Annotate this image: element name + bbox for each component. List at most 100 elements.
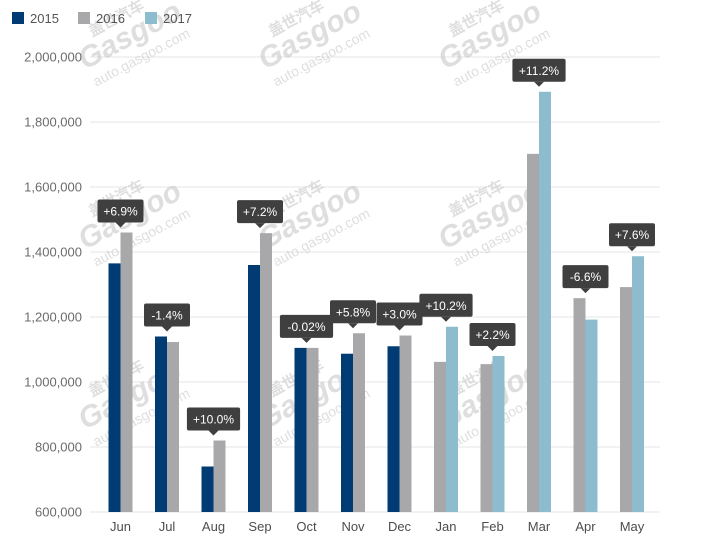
y-tick-label: 600,000 bbox=[35, 505, 82, 520]
bubble-box bbox=[562, 265, 609, 289]
legend-label-2017: 2017 bbox=[163, 11, 192, 26]
bubble-box bbox=[330, 300, 376, 324]
bar-2016-nov bbox=[353, 333, 365, 512]
x-tick-label: May bbox=[620, 519, 645, 534]
x-tick-label: Mar bbox=[528, 519, 551, 534]
bubble-box bbox=[376, 302, 423, 326]
y-tick-label: 1,400,000 bbox=[24, 245, 82, 260]
bar-2016-dec bbox=[399, 335, 412, 512]
change-annotations: +6.9% -1.4% +10.0% +7.2% -0.02% +5.8% +3.0% +10… bbox=[97, 58, 655, 436]
x-tick-label: Oct bbox=[296, 519, 317, 534]
bar-2015-jul bbox=[155, 336, 167, 512]
y-tick-label: 1,000,000 bbox=[24, 375, 82, 390]
bubble-pointer bbox=[487, 346, 498, 351]
bar-2016-jun bbox=[120, 232, 133, 512]
bubble-box bbox=[279, 314, 334, 338]
bar-2016-jul bbox=[167, 342, 179, 512]
change-bubble: +3.0% bbox=[376, 302, 423, 331]
x-tick-label: Sep bbox=[248, 519, 271, 534]
legend-swatch-2017 bbox=[145, 12, 157, 24]
change-bubble: +7.6% bbox=[609, 223, 655, 252]
x-tick-label: Apr bbox=[575, 519, 596, 534]
change-bubble: -1.4% bbox=[144, 303, 190, 332]
bar-2016-may bbox=[620, 287, 632, 512]
bubble-pointer bbox=[301, 337, 312, 343]
y-tick-label: 1,800,000 bbox=[24, 115, 82, 130]
bar-2017-apr bbox=[585, 319, 598, 512]
bubble-label: +7.6% bbox=[615, 228, 650, 242]
x-axis-ticks: Jun Jul Aug Sep Oct Nov Dec Jan Feb Mar Apr May bbox=[110, 519, 645, 534]
bubble-pointer bbox=[115, 222, 126, 228]
bar-2016-mar bbox=[527, 153, 539, 512]
bar-2016-oct bbox=[306, 347, 319, 512]
bar-2015-dec bbox=[387, 346, 400, 512]
bubble-pointer bbox=[255, 223, 265, 229]
y-tick-label: 2,000,000 bbox=[24, 50, 82, 65]
bar-2017-jan bbox=[446, 326, 458, 512]
bubble-pointer bbox=[208, 430, 219, 436]
bar-2017-may bbox=[632, 256, 644, 512]
bubble-box bbox=[609, 223, 655, 247]
change-bubble: -0.02% bbox=[279, 314, 334, 343]
bubble-label: +7.2% bbox=[243, 205, 278, 219]
x-tick-label: Nov bbox=[341, 519, 365, 534]
bubble-label: +3.0% bbox=[382, 308, 417, 322]
bubble-label: -6.6% bbox=[570, 270, 602, 284]
bars bbox=[108, 91, 644, 513]
bar-2015-jun bbox=[108, 263, 121, 512]
change-bubble: -6.6% bbox=[562, 265, 609, 294]
bubble-pointer bbox=[441, 316, 451, 322]
bubble-label: +10.0% bbox=[193, 413, 234, 427]
y-axis-ticks: 600,000 800,000 1,000,000 1,200,000 1,400,00… bbox=[24, 50, 82, 520]
change-bubble: +7.2% bbox=[237, 200, 283, 229]
bubble-label: +6.9% bbox=[103, 205, 138, 219]
bubble-pointer bbox=[348, 323, 358, 329]
legend-label-2016: 2016 bbox=[96, 11, 125, 26]
legend-swatch-2015 bbox=[12, 12, 24, 24]
bar-2015-aug bbox=[201, 466, 214, 512]
x-tick-label: Jan bbox=[436, 519, 457, 534]
bubble-box bbox=[512, 58, 566, 82]
bubble-box bbox=[469, 323, 516, 346]
bubble-pointer bbox=[580, 288, 591, 294]
bubble-pointer bbox=[534, 81, 544, 87]
bar-2015-nov bbox=[341, 353, 353, 512]
bar-2015-oct bbox=[294, 347, 307, 512]
bubble-label: -0.02% bbox=[287, 320, 325, 334]
legend-swatch-2016 bbox=[78, 12, 90, 24]
change-bubble: +11.2% bbox=[512, 58, 566, 87]
bubble-box bbox=[237, 200, 283, 224]
bubble-label: +2.2% bbox=[475, 328, 510, 342]
x-tick-label: Dec bbox=[388, 519, 412, 534]
bar-2016-feb bbox=[480, 364, 493, 512]
bubble-label: -1.4% bbox=[151, 309, 183, 323]
bubble-pointer bbox=[162, 326, 172, 332]
change-bubble: +5.8% bbox=[330, 300, 376, 329]
bar-2016-aug bbox=[213, 440, 226, 512]
bar-2017-mar bbox=[539, 91, 551, 513]
change-bubble: +6.9% bbox=[97, 199, 144, 228]
bubble-box bbox=[186, 407, 241, 431]
bar-2016-sep bbox=[260, 233, 272, 512]
bubble-pointer bbox=[627, 246, 637, 252]
bubble-box bbox=[419, 293, 473, 317]
change-bubble: +10.2% bbox=[419, 293, 473, 322]
bar-2016-apr bbox=[573, 298, 586, 512]
legend: 2015 2016 2017 bbox=[12, 11, 192, 26]
x-tick-label: Aug bbox=[202, 519, 225, 534]
bar-2015-sep bbox=[248, 265, 260, 512]
y-tick-label: 800,000 bbox=[35, 440, 82, 455]
bubble-label: +11.2% bbox=[519, 64, 559, 78]
legend-label-2015: 2015 bbox=[30, 11, 59, 26]
x-tick-label: Feb bbox=[481, 519, 503, 534]
bubble-label: +5.8% bbox=[336, 305, 371, 319]
change-bubble: +2.2% bbox=[469, 323, 516, 351]
bubble-box bbox=[144, 303, 190, 327]
bar-2016-jan bbox=[434, 361, 446, 512]
y-tick-label: 1,200,000 bbox=[24, 310, 82, 325]
change-bubble: +10.0% bbox=[186, 407, 241, 436]
x-tick-label: Jun bbox=[110, 519, 131, 534]
